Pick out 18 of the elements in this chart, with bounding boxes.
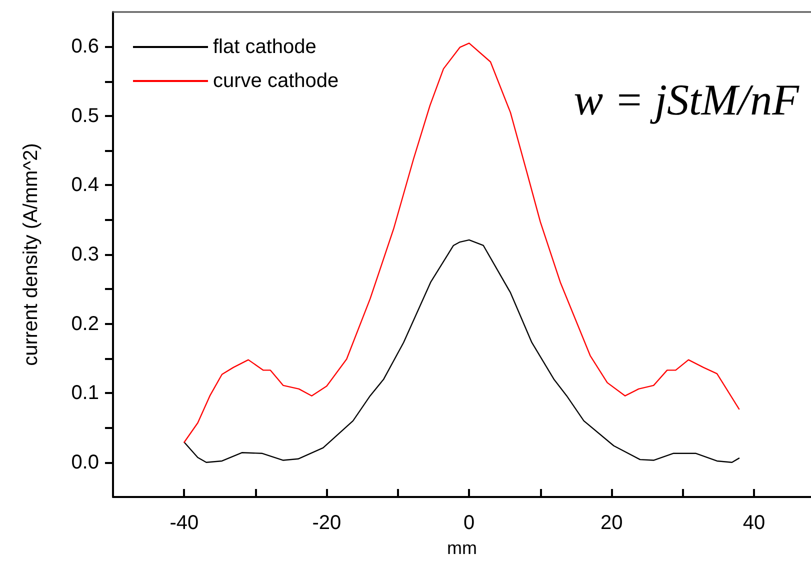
x-tick-label: 40 <box>742 512 766 534</box>
y-tick-label: 0.5 <box>71 104 99 127</box>
x-tick-label: -40 <box>170 512 199 534</box>
x-tick-label: -20 <box>312 512 342 534</box>
line-series <box>184 239 740 463</box>
x-axis-title: mm <box>447 538 477 558</box>
y-tick-label: 0.0 <box>71 451 99 474</box>
x-tick-label: 0 <box>464 512 475 534</box>
y-tick-label: 0.3 <box>71 244 99 266</box>
annotation: w = jStM/nF <box>574 76 800 124</box>
legend-label: flat cathode <box>213 36 316 58</box>
legend-label: curve cathode <box>213 70 339 92</box>
y-tick-label: 0.2 <box>71 312 99 335</box>
y-axis-title: current density (A/mm^2) <box>20 143 42 366</box>
x-tick-label: 20 <box>600 512 623 534</box>
y-tick-label: 0.1 <box>71 382 99 404</box>
y-tick-label: 0.4 <box>71 174 99 196</box>
y-tick-label: 0.6 <box>71 36 99 58</box>
